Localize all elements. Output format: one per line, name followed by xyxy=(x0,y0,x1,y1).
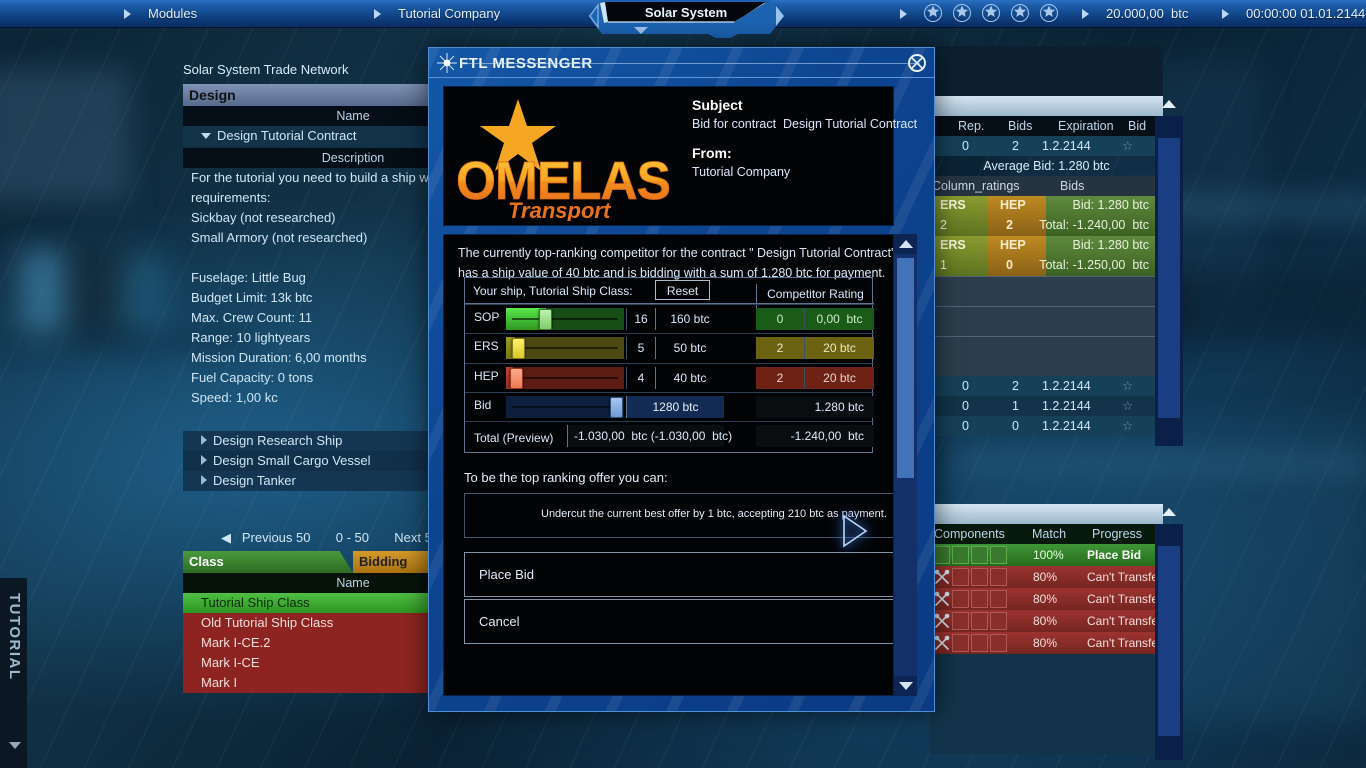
svg-text:Solar System: Solar System xyxy=(645,5,727,20)
svg-text:Transport: Transport xyxy=(508,198,612,221)
